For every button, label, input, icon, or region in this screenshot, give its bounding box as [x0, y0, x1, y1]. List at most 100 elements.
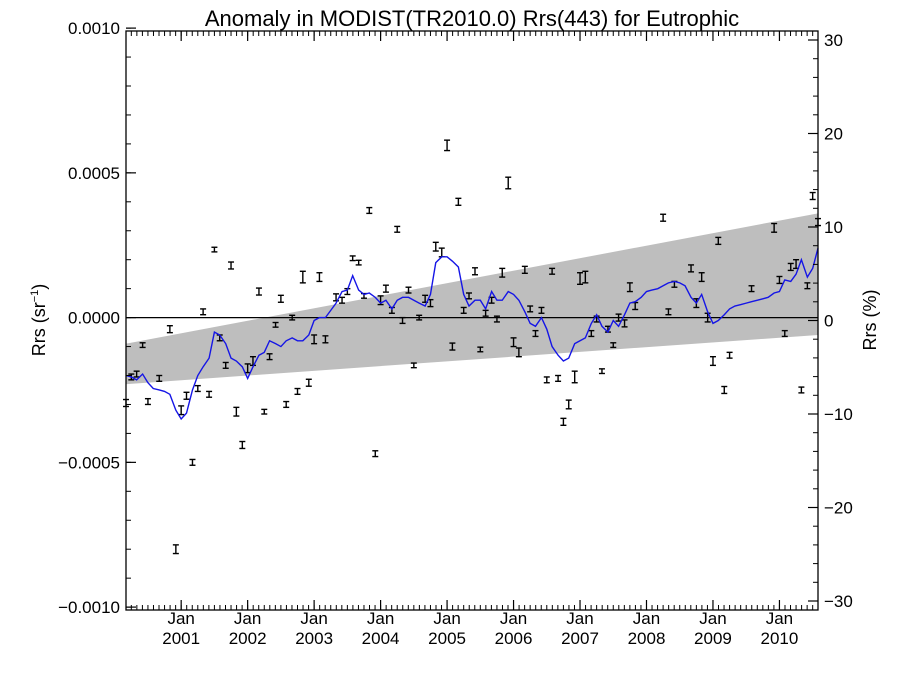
- data-point: [339, 296, 346, 304]
- y2-tick-label: 10: [824, 218, 843, 237]
- data-point: [189, 458, 196, 466]
- data-point: [582, 270, 589, 284]
- data-point: [394, 225, 401, 233]
- data-point: [688, 264, 695, 273]
- data-point: [316, 272, 323, 283]
- data-point: [721, 385, 728, 395]
- data-point: [277, 294, 284, 303]
- data-point: [172, 544, 179, 555]
- x-tick-month: Jan: [633, 609, 660, 628]
- data-point: [532, 329, 539, 338]
- data-point: [156, 374, 163, 382]
- data-point: [178, 405, 185, 416]
- data-point: [505, 176, 512, 190]
- data-point: [194, 384, 201, 393]
- x-tick-month: Jan: [367, 609, 394, 628]
- x-tick-month: Jan: [699, 609, 726, 628]
- data-point: [272, 321, 279, 328]
- data-point: [206, 390, 213, 398]
- data-point: [261, 408, 268, 415]
- y2-tick-label: 30: [824, 31, 843, 50]
- data-point: [626, 282, 633, 293]
- y-axis-label-left-close: ): [29, 284, 49, 290]
- data-point: [239, 440, 246, 450]
- data-point: [294, 387, 301, 396]
- data-point: [266, 353, 273, 361]
- x-tick-year: 2003: [295, 629, 333, 648]
- x-tick-month: Jan: [300, 609, 327, 628]
- data-point: [255, 287, 262, 296]
- data-point: [577, 272, 584, 286]
- data-point: [493, 315, 500, 323]
- data-point: [538, 306, 545, 314]
- data-point: [455, 197, 462, 206]
- data-point: [510, 337, 517, 348]
- data-point: [416, 314, 423, 321]
- y-tick-label: 0.0005: [68, 164, 120, 183]
- data-point: [166, 325, 173, 334]
- x-tick-month: Jan: [766, 609, 793, 628]
- data-point: [598, 368, 605, 375]
- data-point: [610, 342, 617, 349]
- data-point: [748, 285, 755, 293]
- data-point: [211, 246, 218, 253]
- y-tick-label: −0.0010: [58, 598, 120, 617]
- data-point: [665, 308, 672, 316]
- data-point: [776, 275, 783, 285]
- data-point: [515, 347, 522, 358]
- data-point: [726, 351, 733, 359]
- x-tick-year: 2002: [229, 629, 267, 648]
- x-tick-year: 2010: [761, 629, 799, 648]
- data-point: [499, 267, 506, 278]
- x-tick-year: 2004: [362, 629, 400, 648]
- data-point: [349, 255, 356, 262]
- data-point: [521, 265, 528, 275]
- smooth-line: [125, 247, 819, 421]
- y2-tick-label: 0: [824, 312, 833, 331]
- y-axis-label-left-main: Rrs (sr: [29, 302, 49, 356]
- x-tick-month: Jan: [433, 609, 460, 628]
- data-point: [709, 355, 716, 367]
- data-point: [798, 386, 805, 394]
- data-point: [139, 342, 146, 349]
- data-point: [305, 378, 312, 387]
- data-point: [660, 213, 667, 222]
- data-point: [200, 308, 207, 316]
- data-point: [299, 270, 306, 284]
- data-point: [410, 362, 417, 369]
- y2-tick-label: 20: [824, 125, 843, 144]
- x-tick-month: Jan: [500, 609, 527, 628]
- data-point: [311, 334, 318, 345]
- x-tick-year: 2001: [162, 629, 200, 648]
- data-point: [432, 241, 439, 252]
- data-point: [698, 272, 705, 283]
- data-point: [466, 292, 473, 300]
- data-point: [460, 306, 467, 314]
- data-point: [809, 191, 816, 201]
- y-axis-label-left-sup: −1: [29, 290, 41, 303]
- data-point: [771, 222, 778, 233]
- right-axis-ticks: 30 20 10 0 −10 −20 −30: [808, 31, 853, 611]
- y-tick-label: 0.0010: [68, 19, 120, 38]
- data-point: [228, 261, 235, 270]
- data-point: [382, 284, 389, 293]
- data-point: [333, 293, 340, 302]
- data-point: [372, 450, 379, 458]
- y2-tick-label: −30: [824, 592, 853, 611]
- data-point: [588, 329, 595, 338]
- x-tick-year: 2008: [628, 629, 666, 648]
- data-point: [289, 314, 296, 321]
- x-tick-year: 2009: [694, 629, 732, 648]
- y-tick-label: −0.0005: [58, 453, 120, 472]
- data-point: [438, 247, 445, 258]
- data-point: [444, 139, 451, 152]
- y-tick-label: 0.0000: [68, 309, 120, 328]
- data-point: [449, 342, 456, 351]
- x-tick-year: 2007: [561, 629, 599, 648]
- data-point: [549, 267, 556, 275]
- data-point: [571, 370, 578, 384]
- data-point: [322, 335, 329, 344]
- x-tick-month: Jan: [566, 609, 593, 628]
- smooth-line-layer: [125, 247, 819, 421]
